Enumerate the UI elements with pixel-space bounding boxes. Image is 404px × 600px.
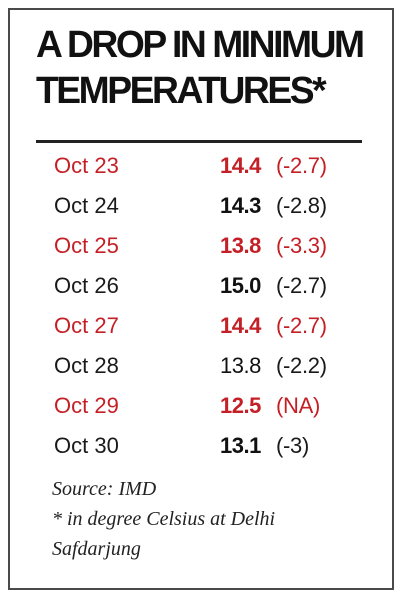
date-cell: Oct 24 xyxy=(54,193,119,218)
departure-value: (-2.7) xyxy=(276,273,327,298)
date-cell: Oct 25 xyxy=(54,233,119,258)
temperature-value: 14.4 xyxy=(220,153,261,178)
date-cell: Oct 26 xyxy=(54,273,119,298)
table-row: Oct 25 13.8 (-3.3) xyxy=(42,226,364,266)
table-row: Oct 27 14.4 (-2.7) xyxy=(42,306,364,346)
table-row: Oct 30 13.1 (-3) xyxy=(42,426,364,466)
chart-title: A DROP IN MINIMUM TEMPERATURES* xyxy=(36,22,369,114)
title-line-1: A DROP IN MINIMUM xyxy=(36,24,365,66)
departure-value: (-2.2) xyxy=(276,353,327,378)
departure-value: (NA) xyxy=(276,393,321,418)
temperature-value: 13.8 xyxy=(220,353,261,378)
date-cell: Oct 29 xyxy=(54,393,119,418)
table-row: Oct 24 14.3 (-2.8) xyxy=(42,186,364,226)
departure-value: (-3.3) xyxy=(276,233,327,258)
temperature-value: 13.8 xyxy=(220,233,261,258)
temperature-value: 15.0 xyxy=(220,273,261,298)
temperature-table: Oct 23 14.4 (-2.7) Oct 24 14.3 (-2.8) Oc… xyxy=(42,146,364,466)
date-cell: Oct 27 xyxy=(54,313,119,338)
chart-notes: Source: IMD * in degree Celsius at Delhi… xyxy=(52,474,372,564)
temperature-value: 14.4 xyxy=(220,313,261,338)
departure-value: (-2.8) xyxy=(276,193,327,218)
departure-value: (-2.7) xyxy=(276,313,327,338)
graphic-frame xyxy=(8,8,394,590)
title-divider xyxy=(36,140,362,143)
departure-value: (-2.7) xyxy=(276,153,327,178)
footnote-line-2: Safdarjung xyxy=(52,538,141,560)
departure-value: (-3) xyxy=(276,433,310,458)
temperature-value: 13.1 xyxy=(220,433,261,458)
footnote-line-1: * in degree Celsius at Delhi xyxy=(52,508,276,530)
title-line-2: TEMPERATURES* xyxy=(36,70,327,112)
temperature-value: 12.5 xyxy=(220,393,261,418)
table-row: Oct 28 13.8 (-2.2) xyxy=(42,346,364,386)
date-cell: Oct 30 xyxy=(54,433,119,458)
date-cell: Oct 28 xyxy=(54,353,119,378)
table-row: Oct 26 15.0 (-2.7) xyxy=(42,266,364,306)
temperature-value: 14.3 xyxy=(220,193,261,218)
source-note: Source: IMD xyxy=(52,478,157,500)
table-row: Oct 23 14.4 (-2.7) xyxy=(42,146,364,186)
date-cell: Oct 23 xyxy=(54,153,119,178)
table-row: Oct 29 12.5 (NA) xyxy=(42,386,364,426)
